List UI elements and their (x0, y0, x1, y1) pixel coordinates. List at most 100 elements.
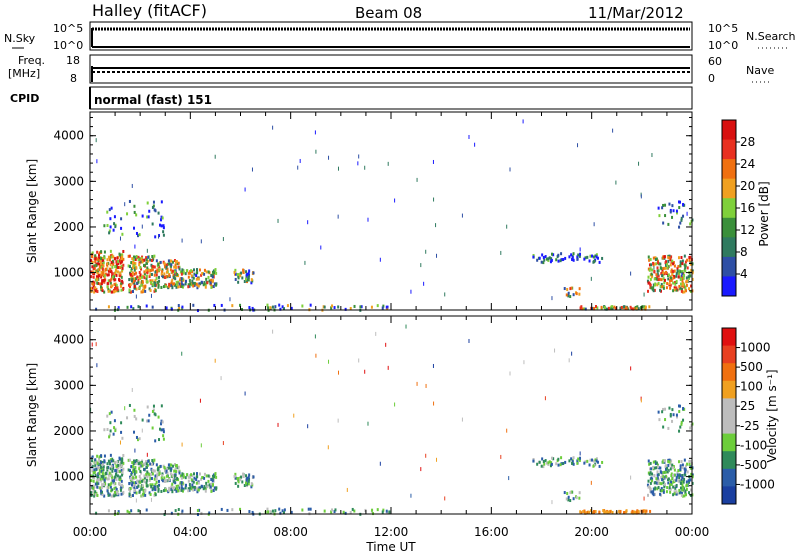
echo-cell (95, 342, 97, 347)
echo-cell (649, 471, 652, 475)
echo-cell (98, 263, 101, 267)
echo-cell (128, 288, 131, 292)
echo-cell (672, 485, 675, 489)
echo-cell (100, 282, 103, 286)
echo-cell (681, 466, 684, 470)
echo-cell (147, 215, 150, 219)
echo-cell (138, 263, 141, 267)
echo-cell (560, 456, 563, 460)
echo-cell (140, 494, 143, 498)
echo-cell (315, 353, 317, 358)
echo-cell (154, 280, 157, 284)
echo-cell (161, 420, 164, 424)
echo-cell (191, 270, 194, 274)
echo-cell (653, 277, 656, 281)
echo-cell (108, 231, 111, 235)
echo-cell (94, 464, 97, 468)
echo-cell (149, 273, 152, 277)
echo-cell (130, 472, 133, 476)
echo-cell (128, 488, 131, 492)
echo-cell (665, 490, 668, 494)
echo-cell (188, 284, 191, 288)
echo-cell (315, 149, 317, 154)
echo-cell (689, 262, 692, 266)
echo-cell (578, 254, 581, 258)
freq-label-1: Freq. (18, 54, 45, 67)
echo-cell (155, 463, 158, 467)
echo-cell (156, 270, 159, 274)
echo-cell (647, 255, 650, 259)
echo-cell (93, 494, 96, 498)
echo-cell (152, 283, 155, 287)
echo-cell (182, 283, 185, 287)
echo-cell (90, 493, 93, 497)
echo-cell (143, 467, 146, 471)
echo-cell (98, 472, 101, 476)
echo-cell (661, 410, 664, 414)
echo-cell (655, 273, 658, 277)
echo-cell (688, 276, 691, 280)
echo-cell (658, 481, 661, 485)
echo-cell (150, 484, 153, 488)
echo-cell (111, 265, 114, 269)
echo-cell (95, 467, 98, 471)
echo-cell (660, 267, 663, 271)
echo-cell (208, 279, 211, 283)
echo-cell (509, 167, 511, 172)
echo-cell (572, 293, 575, 297)
echo-cell (676, 415, 679, 419)
echo-cell (532, 457, 535, 461)
echo-cell (103, 460, 106, 464)
echo-cell (126, 305, 129, 309)
echo-cell (683, 489, 686, 493)
echo-cell (684, 285, 687, 289)
echo-cell (152, 204, 155, 208)
echo-cell (678, 225, 681, 229)
echo-cell (106, 414, 109, 418)
echo-cell (161, 274, 164, 278)
echo-cell (670, 268, 673, 272)
echo-cell (120, 468, 123, 472)
echo-cell (114, 493, 117, 497)
echo-cell (181, 270, 184, 274)
echo-cell (657, 473, 660, 477)
echo-cell (153, 469, 156, 473)
echo-cell (106, 489, 109, 493)
echo-cell (160, 489, 163, 493)
echo-cell (281, 305, 284, 309)
echo-cell (234, 472, 237, 476)
echo-cell (151, 305, 154, 309)
echo-cell (98, 460, 101, 464)
echo-cell (170, 263, 173, 267)
echo-cell (588, 259, 591, 263)
echo-cell (110, 459, 113, 463)
echo-cell (683, 263, 686, 267)
echo-cell (111, 457, 114, 461)
echo-cell (93, 266, 96, 270)
echo-cell (173, 474, 176, 478)
echo-cell (578, 458, 581, 462)
echo-cell (595, 457, 598, 461)
echo-cell (668, 460, 671, 464)
echo-cell (583, 509, 586, 513)
echo-cell (667, 222, 670, 226)
echo-cell (131, 277, 134, 281)
echo-cell (99, 477, 102, 481)
echo-cell (170, 511, 173, 515)
echo-cell (662, 477, 665, 481)
echo-cell (649, 461, 652, 465)
echo-cell (114, 265, 117, 269)
echo-cell (101, 267, 104, 271)
echo-cell (154, 474, 157, 478)
echo-cell (173, 275, 176, 279)
colorbar-swatch (722, 120, 736, 141)
echo-cell (278, 303, 281, 307)
echo-cell (673, 269, 676, 273)
echo-cell (120, 460, 123, 464)
echo-cell (656, 275, 659, 279)
echo-cell (679, 221, 682, 225)
echo-cell (681, 282, 684, 286)
echo-cell (679, 264, 682, 268)
echo-cell (108, 267, 111, 271)
